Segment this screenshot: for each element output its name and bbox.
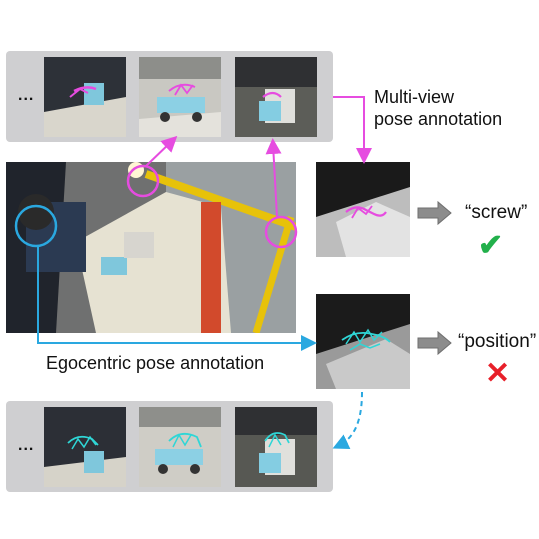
multiview-connector-1	[145, 135, 178, 167]
multiview-frame-2	[139, 57, 221, 137]
check-icon: ✔	[478, 229, 504, 262]
egocentric-to-crop-arrow	[37, 246, 317, 351]
multiview-frame-1	[44, 57, 126, 137]
multiview-camera-circle-2	[264, 215, 298, 249]
egocentric-dashed-arrow	[332, 391, 363, 449]
multiview-camera-circle-1	[126, 164, 160, 198]
result-word-screw: “screw”	[465, 202, 528, 223]
multiview-frame-3	[235, 57, 317, 137]
cross-icon: ✕	[485, 357, 511, 390]
multiview-connector-2	[265, 138, 282, 218]
egocentric-scene-photo	[6, 162, 296, 333]
multiview-strip-ellipsis: ...	[18, 87, 35, 104]
egocentric-annotation-label: Egocentric pose annotation	[46, 353, 265, 373]
egocentric-camera-circle	[14, 204, 58, 248]
gray-arrow-position	[417, 330, 452, 356]
multiview-label-line2: pose annotation	[374, 109, 503, 129]
egocentric-frame-1	[44, 407, 126, 487]
multiview-frames-strip: ...	[6, 51, 333, 142]
multiview-crop	[316, 162, 410, 257]
multiview-annotation-label: Multi-view pose annotation	[374, 86, 502, 130]
multiview-to-crop-arrow	[333, 96, 372, 164]
egocentric-frames-strip: ...	[6, 401, 333, 492]
multiview-label-line1: Multi-view	[374, 87, 455, 107]
egocentric-frame-3	[235, 407, 317, 487]
result-word-position: “position”	[458, 331, 537, 352]
egocentric-crop	[316, 294, 410, 389]
gray-arrow-screw	[417, 200, 452, 226]
egocentric-strip-ellipsis: ...	[18, 437, 35, 454]
egocentric-frame-2	[139, 407, 221, 487]
